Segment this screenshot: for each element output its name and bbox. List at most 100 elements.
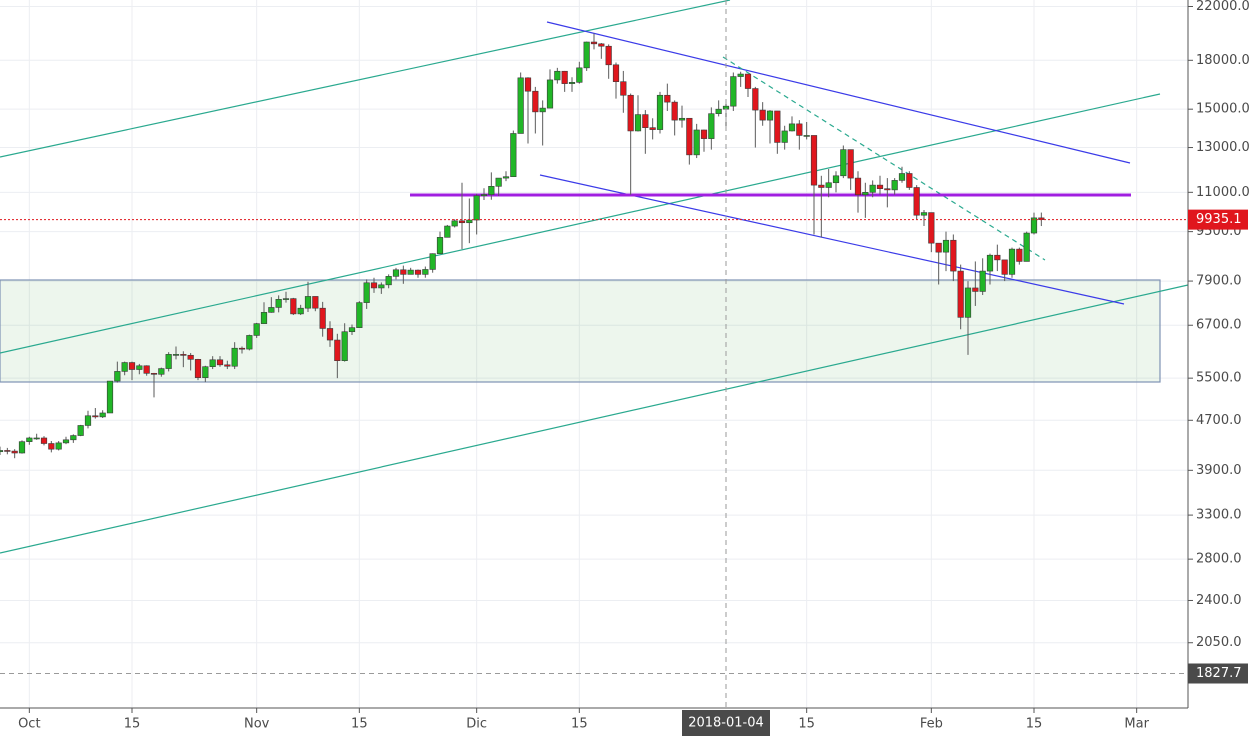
candle-body — [913, 187, 920, 216]
candle-body — [664, 94, 671, 103]
candle-body — [436, 237, 444, 254]
candle-body — [62, 439, 70, 444]
candle-body — [671, 101, 678, 121]
candle-body — [312, 296, 319, 309]
candle-body — [986, 254, 994, 272]
candle-body — [106, 380, 114, 414]
candle-body — [99, 412, 106, 418]
candle-body — [128, 362, 136, 370]
candle-body — [422, 269, 429, 275]
channel-line — [0, 0, 731, 158]
candle-body — [539, 107, 546, 113]
price-axis-panel — [1188, 0, 1256, 736]
candle-body — [26, 437, 33, 442]
x-tick-label: Nov — [244, 717, 270, 732]
y-tick-label: 18000.0 — [1196, 53, 1250, 68]
candle-body — [495, 177, 502, 187]
candle-body — [906, 173, 913, 188]
candle-body — [326, 328, 334, 341]
candle-body — [33, 437, 40, 440]
candle-body — [744, 73, 752, 89]
candle-body — [488, 186, 495, 195]
candle-body — [473, 195, 480, 221]
candle-body — [268, 307, 275, 313]
dashed-trend-line — [722, 56, 1046, 261]
candle-body — [429, 253, 436, 270]
candle-body — [480, 194, 488, 197]
candle-body — [11, 450, 18, 454]
candle-body — [216, 359, 224, 366]
candle-body — [737, 73, 744, 77]
candle-body — [282, 298, 290, 300]
candle-body — [165, 354, 172, 369]
y-tick-label: 15000.0 — [1196, 102, 1250, 117]
trend-line — [546, 21, 1131, 164]
candle-body — [532, 90, 539, 113]
candle-body — [18, 441, 26, 454]
candle-body — [627, 94, 634, 132]
candle-body — [788, 123, 796, 132]
y-tick-label: 11000.0 — [1196, 185, 1250, 200]
candle-body — [1016, 248, 1023, 262]
last-price-label: 9935.1 — [1196, 212, 1242, 227]
candle-body — [715, 108, 722, 114]
candle-body — [385, 276, 392, 286]
y-tick-label: 5500.0 — [1196, 371, 1242, 386]
candle-body — [246, 335, 253, 350]
candle-body — [370, 282, 378, 289]
crosshair-y-tag — [1188, 663, 1248, 684]
candle-body — [341, 331, 348, 361]
candle-body — [759, 109, 766, 121]
candle-body — [972, 287, 979, 292]
candle-body — [561, 70, 568, 84]
candle-body — [546, 79, 554, 109]
candle-body — [950, 239, 957, 272]
x-tick-label: 15 — [798, 717, 815, 732]
candle-body — [334, 339, 341, 361]
candle-body — [40, 437, 48, 444]
y-tick-label: 2400.0 — [1196, 593, 1242, 608]
candle-body — [143, 365, 150, 374]
candle-body — [583, 41, 590, 69]
crosshair-x-label: 2018-01-04 — [688, 716, 764, 731]
candle-body — [649, 127, 656, 130]
x-tick-label: Feb — [920, 717, 943, 732]
candle-body — [1008, 248, 1016, 275]
candle-body — [590, 41, 598, 45]
x-tick-label: Dic — [466, 717, 487, 732]
candle-body — [319, 307, 326, 329]
candle-body — [172, 354, 180, 356]
candle-body — [766, 110, 774, 121]
candle-body — [869, 184, 876, 193]
candle-body — [260, 312, 268, 324]
candle-body — [568, 82, 576, 84]
x-tick-label: 15 — [1026, 717, 1043, 732]
candle-body — [964, 287, 972, 318]
candle-body — [77, 425, 84, 436]
candle-body — [891, 180, 898, 191]
candle-body — [48, 443, 55, 450]
candle-body — [0, 450, 4, 453]
candle-body — [884, 188, 891, 191]
candle-body — [158, 368, 165, 375]
candle-body — [444, 225, 451, 238]
candle-body — [363, 282, 370, 303]
candle-body — [554, 70, 561, 81]
y-tick-label: 2050.0 — [1196, 635, 1242, 650]
candle-body — [928, 212, 935, 244]
candle-body — [70, 435, 77, 441]
y-tick-label: 22000.0 — [1196, 0, 1250, 14]
candle-body — [238, 347, 246, 350]
y-tick-label: 4700.0 — [1196, 413, 1242, 428]
candle-body — [414, 269, 422, 275]
axis-labels: 22000.018000.015000.013000.011000.09500.… — [18, 0, 1250, 736]
candle-body — [832, 175, 840, 184]
overlay — [0, 0, 1188, 708]
candle-body — [517, 77, 524, 134]
candle-body — [803, 135, 810, 137]
y-tick-label: 3900.0 — [1196, 463, 1242, 478]
time-axis-panel — [0, 708, 1188, 736]
candle-body — [642, 114, 649, 128]
candle-body — [466, 219, 473, 224]
